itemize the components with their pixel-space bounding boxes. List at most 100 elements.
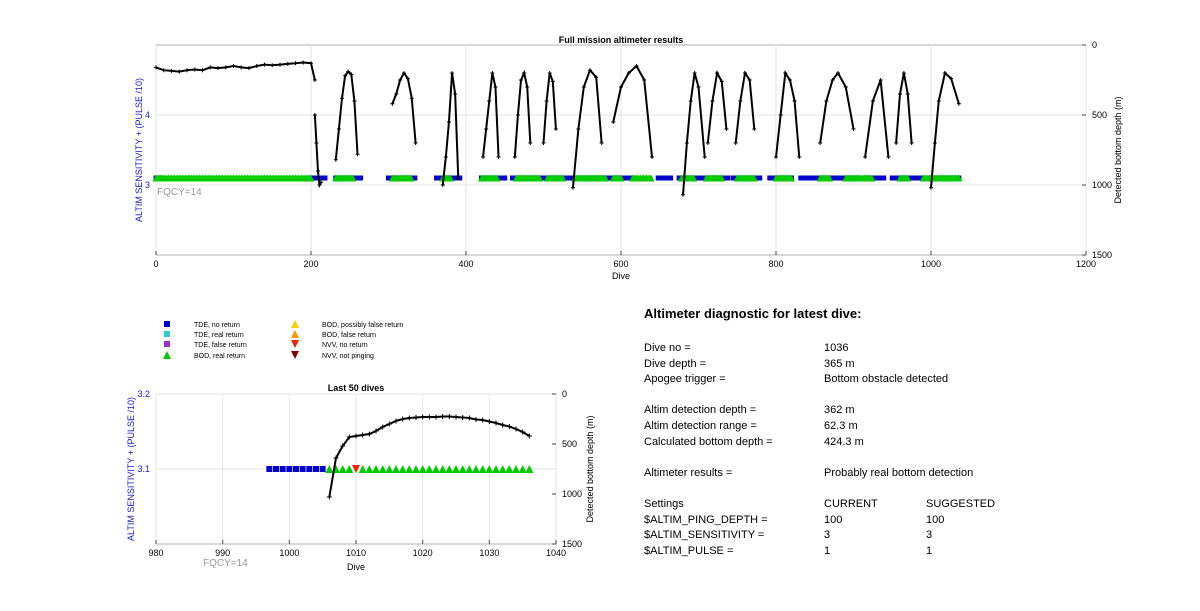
depth-point [818,141,823,145]
depth-point [830,78,835,82]
depth-point [611,120,616,124]
legend-bod-possibly-false-return-marker [291,320,299,328]
bod-real-return-marker [405,465,414,473]
depth-point [715,71,720,75]
dive-no-value: 1036 [824,342,849,354]
bod-real-return-marker [525,465,534,473]
depth-line-segment [441,72,460,186]
bod-real-return-marker [385,465,394,473]
legend-nvv-not-pinging-label: NVV, not pinging [322,353,374,360]
depth-point [905,92,910,96]
bottom-x-tick-label: 1020 [413,548,433,558]
depth-point [413,415,419,420]
depth-point [231,64,236,68]
tde-no-return-marker [299,466,306,472]
depth-point [724,127,729,131]
bottom-x-label: Dive [347,562,365,572]
depth-point [239,65,244,70]
depth-point [333,455,339,461]
bottom-y-left-tick-label: 3.2 [137,389,150,399]
top-chart: Full mission altimeter results 0 200 400 60… [134,35,1123,281]
bod-real-return-marker [485,465,494,473]
bod-real-return-marker [498,465,507,473]
depth-point [634,64,639,68]
bod-real-return-marker [868,174,876,182]
bottom-y-right-ticks: 0 500 1000 1500 [552,389,582,549]
bod-real-return-marker [438,465,447,473]
tde-no-return-marker [279,466,286,472]
depth-point [453,414,459,420]
legend-nvv-no-return-marker [291,340,299,348]
legend-tde-real-return-marker [164,331,170,337]
detect-depth-value: 362 m [824,404,855,417]
depth-point [512,155,517,159]
bod-real-return-marker [458,465,467,473]
tde-no-return-marker [322,175,328,181]
tde-no-return-marker [319,466,326,472]
tde-no-return-marker [757,175,763,181]
bottom-x-tick-label: 980 [148,548,163,558]
top-y-left-ticks: 34 [145,110,150,190]
depth-point [515,113,520,117]
bod-real-return-marker [904,174,912,182]
depth-point [405,76,410,81]
depth-point [312,113,317,117]
bottom-x-tick-label: 990 [215,548,230,558]
bottom-y-left-ticks: 3.1 3.2 [137,389,150,474]
legend-nvv-not-pinging-marker [291,351,299,359]
top-y-left-tick-label: 3 [145,180,150,190]
suggested-header: SUGGESTED [926,497,996,510]
depth-point [570,185,575,190]
tde-no-return-marker [358,175,364,181]
bod-real-return-marker [407,174,415,182]
top-y-right-tick-label: 0 [1092,40,1097,50]
depth-point [312,78,317,82]
bod-real-return-marker [445,465,454,473]
legend-tde-false-return-marker [164,341,170,347]
bottom-chart: Last 50 dives 980 990 1000 1010 1020 1030 1040… [126,383,595,572]
depth-line-segment [513,69,532,158]
depth-point [526,433,532,439]
depth-point [353,433,359,439]
dive-depth-label: Dive depth = [644,357,707,370]
top-x-tick-label: 600 [613,259,628,269]
depth-point [301,60,306,65]
pulse-row: $ALTIM_PULSE = 1 1 [644,544,1184,560]
depth-point [293,61,298,66]
pulse-suggested: 1 [926,544,933,557]
sensitivity-suggested: 3 [926,529,933,542]
depth-point [576,127,581,131]
top-x-tick-label: 400 [458,259,473,269]
depth-point [956,101,961,106]
depth-point [343,73,348,78]
depth-point [783,71,788,75]
bod-real-return-marker [365,465,374,473]
depth-point [513,426,519,432]
depth-line-segment [864,79,890,158]
detect-depth-label: Altim detection depth = [644,404,757,417]
tde-no-return-marker [668,175,674,181]
detect-range-row: Altim detection range = 62.3 m [644,419,1184,435]
depth-point [380,424,386,430]
depth-point [493,85,498,89]
depth-point [360,432,366,438]
tde-no-return-marker [313,466,319,472]
bod-real-return-marker [647,174,655,182]
legend-bod-possibly-false-return-label: BOD, possibly false return [322,322,403,329]
depth-point [894,141,899,145]
bottom-y-right-tick-label: 500 [562,439,577,449]
bod-real-return-marker [718,174,726,182]
depth-point [420,414,426,420]
top-x-tick-label: 0 [153,259,158,269]
depth-point [402,71,406,75]
depth-point [450,71,455,75]
bod-real-return-marker [955,174,963,182]
depth-point [743,71,747,75]
legend-tde-false-return-label: TDE, false return [194,342,247,349]
settings-header-row: Settings CURRENT SUGGESTED [644,497,1184,513]
bod-real-return-marker [493,174,501,182]
bod-real-return-marker [338,465,347,473]
tde-no-return-marker [266,466,273,472]
nvv-no-return-marker [352,465,360,473]
depth-point [346,434,352,440]
